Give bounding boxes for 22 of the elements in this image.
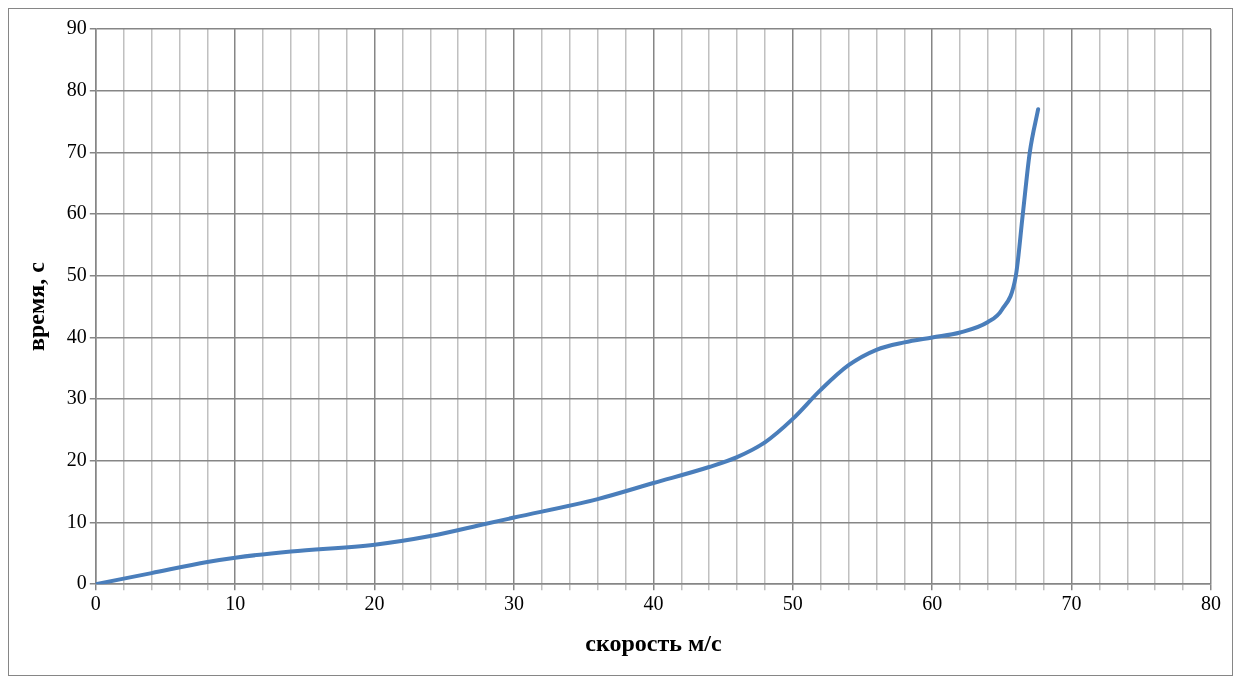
x-tick-label: 60 [922,592,943,615]
x-tick-label: 0 [90,592,101,615]
x-tick-label: 70 [1061,592,1082,615]
y-tick-label: 50 [66,263,87,286]
y-tick-label: 70 [66,139,87,162]
x-tick-label: 20 [364,592,385,615]
y-axis-title: время, с [22,261,49,352]
y-tick-label: 10 [66,509,87,532]
y-tick-label: 40 [66,324,87,347]
x-tick-label: 80 [1201,592,1221,615]
line-series [95,107,1041,585]
y-tick-label: 90 [66,16,87,39]
y-tick-label: 60 [66,201,87,224]
x-tick-label: 30 [504,592,524,615]
y-tick-label: 80 [66,77,87,100]
x-tick-label: 10 [225,592,246,615]
y-tick-label: 0 [76,571,87,594]
x-tick-label: 50 [782,592,803,615]
x-axis-title: скорость м/с [585,629,722,656]
x-tick-label: 40 [643,592,664,615]
y-tick-label: 30 [66,386,87,409]
y-tick-label: 20 [66,448,87,471]
